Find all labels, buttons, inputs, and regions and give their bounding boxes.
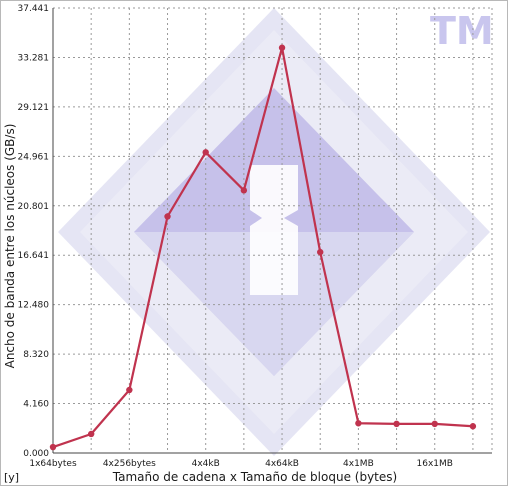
x-tick-label: 4x1MB [343,459,374,469]
y-tick-label: 29.121 [18,103,50,113]
series-group [49,44,477,451]
data-point [393,420,400,428]
y-tick-label: 4.160 [23,400,49,410]
watermark-logo: TM [58,8,494,456]
corner-label: [y] [4,471,19,484]
data-point [355,420,362,427]
watermark-tm: TM [430,9,494,53]
x-axis-title: Tamaño de cadena x Tamaño de bloque (byt… [112,470,397,484]
y-tick-label: 8.320 [23,350,49,360]
grid [53,7,493,453]
y-tick-label: 37.441 [18,4,50,14]
x-tick-label: 1x64bytes [29,459,77,469]
axes [52,8,492,454]
data-point [240,187,248,194]
y-tick-label: 24.961 [18,152,50,162]
series-line [52,46,473,449]
data-point [431,420,438,428]
data-point [317,248,324,256]
y-tick-label: 0.000 [23,449,49,459]
y-axis-title: Ancho de banda entre los núcleos (GB/s) [3,124,17,369]
x-tick-label: 4x64kB [265,459,299,469]
data-point [469,423,477,430]
data-point [87,430,95,438]
data-point [202,149,209,156]
x-tick-label: 16x1MB [417,459,453,469]
tick-labels: 0.000 4.160 8.320 12.480 16.641 20.801 24.961 2… [18,4,453,469]
y-tick-label: 33.281 [18,53,50,63]
data-point [278,44,286,51]
y-tick-label: 12.480 [18,301,50,311]
x-tick-label: 4x4kB [192,459,220,469]
data-point [49,443,57,451]
data-point [164,213,171,220]
data-point [126,386,133,394]
y-tick-label: 20.801 [18,202,50,212]
y-tick-label: 16.641 [18,251,50,261]
x-tick-label: 4x256bytes [103,459,156,469]
